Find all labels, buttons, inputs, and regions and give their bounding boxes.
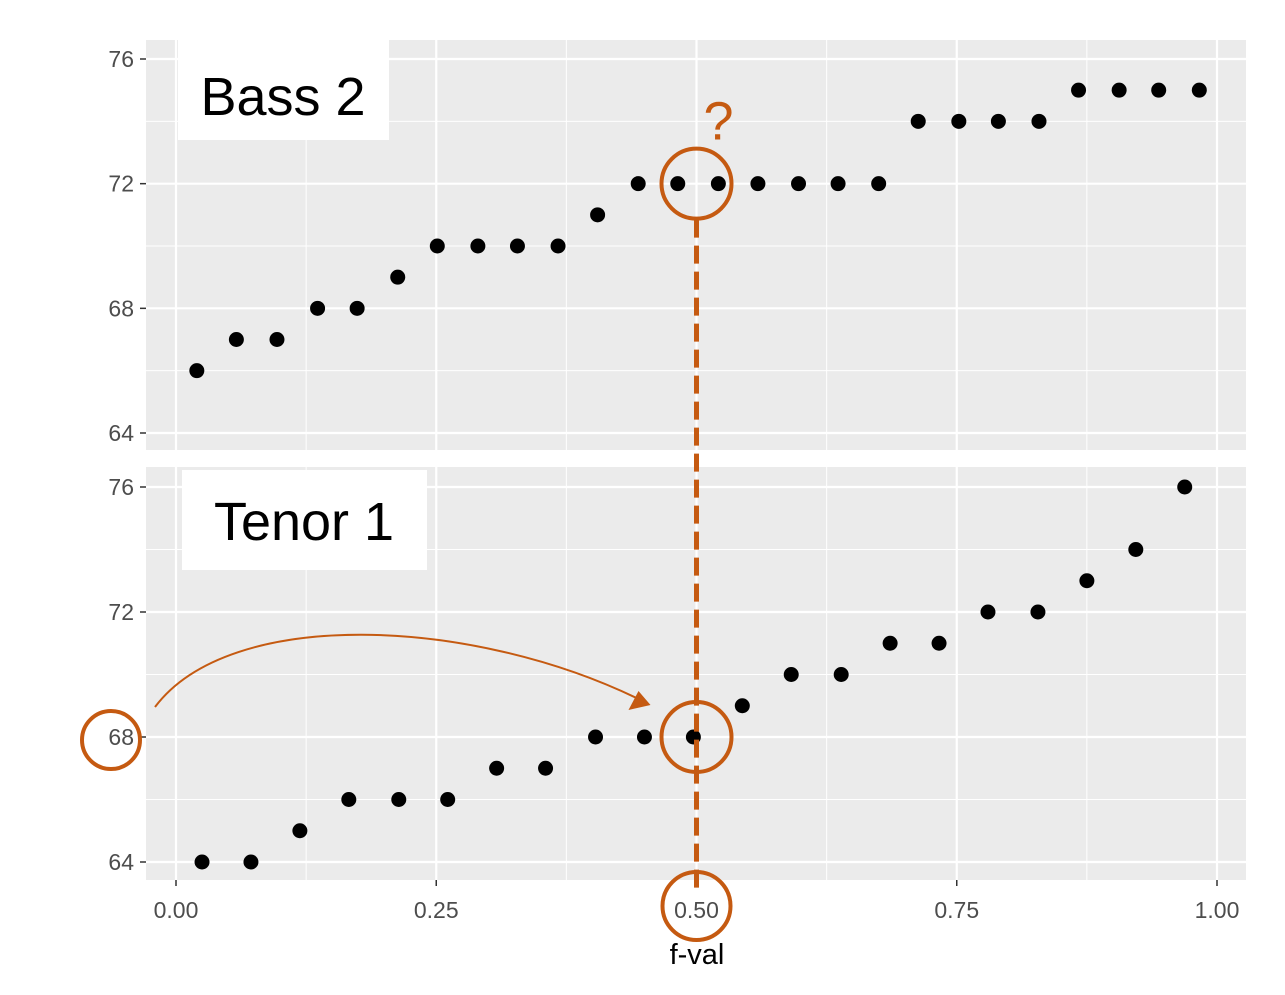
x-tick-label: 0.50 <box>674 897 719 923</box>
y-tick-label: 72 <box>108 171 134 197</box>
data-point <box>833 667 849 682</box>
data-point <box>630 176 646 192</box>
y-tick-label: 72 <box>108 599 134 625</box>
data-point <box>791 176 807 192</box>
data-point <box>590 207 606 223</box>
data-point <box>910 113 926 129</box>
data-point <box>931 635 947 651</box>
data-point <box>588 729 604 745</box>
data-point <box>310 300 326 316</box>
y-tick-label: 68 <box>108 295 134 321</box>
data-point <box>990 113 1006 129</box>
panel-label: Bass 2 <box>200 67 365 127</box>
data-point <box>636 729 652 745</box>
data-point <box>1030 604 1046 620</box>
highlight-circle-bass <box>659 146 734 221</box>
data-point <box>951 113 967 129</box>
data-point <box>440 792 456 807</box>
data-point <box>269 332 285 347</box>
panel-tenor-1: 64 68 72 76 Tenor 1 <box>108 467 1246 880</box>
panel-bass-2: 64 68 72 76 Bass 2 <box>108 40 1246 450</box>
data-point <box>470 238 486 254</box>
data-point <box>341 792 357 807</box>
data-point <box>1111 82 1127 98</box>
x-tick-label: 0.75 <box>934 897 979 923</box>
annotations-layer: ? <box>80 92 734 942</box>
data-point <box>830 176 846 192</box>
data-point <box>1151 82 1167 98</box>
highlight-circle-tenor <box>659 700 734 774</box>
arrow-head <box>628 691 651 710</box>
data-point <box>390 269 406 285</box>
data-point <box>429 238 445 254</box>
data-point <box>710 176 726 192</box>
data-point <box>489 760 505 776</box>
y-tick-label: 76 <box>108 474 134 500</box>
data-point <box>882 635 898 651</box>
panel-label-box <box>182 470 427 570</box>
y-tick-label: 64 <box>108 849 134 875</box>
x-tick-label: 1.00 <box>1195 897 1240 923</box>
y-tick-label: 76 <box>108 46 134 72</box>
question-mark-annotation: ? <box>703 92 733 152</box>
panels-layer: 64 68 72 76 Bass 2 64 68 72 76 Tenor 1 0.00 0.25 0.5… <box>108 40 1246 923</box>
panel-label: Tenor 1 <box>214 492 394 552</box>
y-tick-label: 64 <box>108 420 134 446</box>
data-point <box>292 823 308 839</box>
x-axis-title: f-val <box>670 939 725 971</box>
data-point <box>750 176 766 192</box>
data-point <box>1079 573 1095 589</box>
x-tick-label: 0.25 <box>414 897 459 923</box>
data-point <box>391 792 407 807</box>
data-point <box>670 176 686 192</box>
data-point <box>1191 82 1207 98</box>
data-point <box>243 854 259 870</box>
data-point <box>1071 82 1087 98</box>
data-point <box>1177 479 1193 495</box>
data-point <box>538 760 554 776</box>
highlight-circle-yaxis <box>80 709 142 771</box>
data-point <box>871 176 887 192</box>
data-point <box>550 238 566 254</box>
panel-label-box <box>178 40 389 140</box>
data-point <box>228 332 244 347</box>
y-tick-label: 68 <box>108 724 134 750</box>
highlight-circle-xaxis <box>660 870 733 942</box>
data-point <box>1128 542 1144 557</box>
data-point <box>509 238 525 254</box>
data-point <box>783 667 799 682</box>
data-point <box>349 300 365 316</box>
data-point <box>189 363 205 379</box>
data-point <box>980 604 996 620</box>
data-point <box>1031 113 1047 129</box>
data-point <box>194 854 210 870</box>
data-point <box>734 698 750 714</box>
x-tick-label: 0.00 <box>154 897 199 923</box>
curved-arrow-line <box>154 633 639 708</box>
